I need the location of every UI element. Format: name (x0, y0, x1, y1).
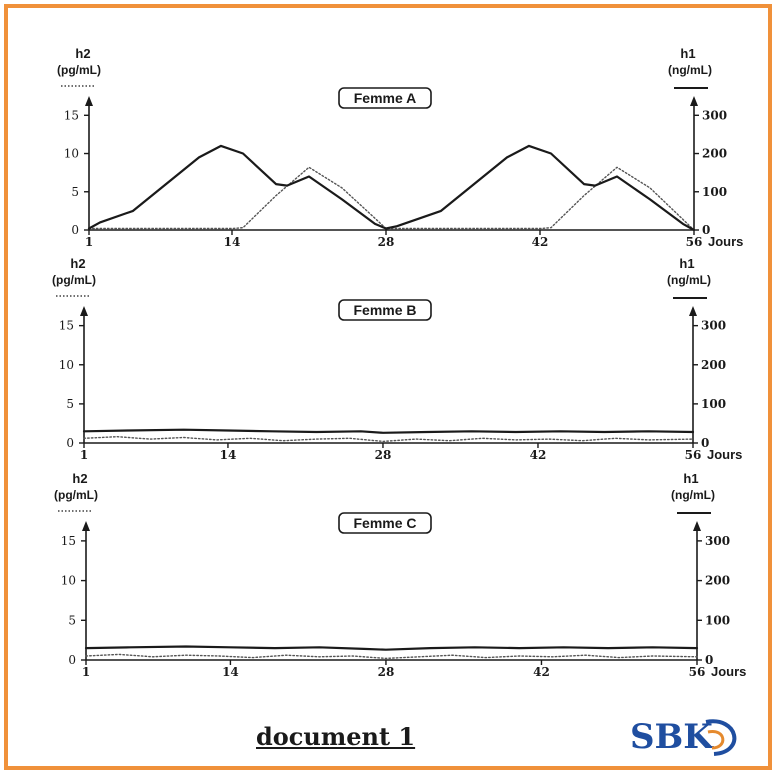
left-tick-label-2-0: 0 (66, 436, 74, 450)
right-tick-label-3-1: 100 (705, 613, 730, 627)
left-tick-label-2-1: 5 (66, 397, 74, 411)
x-tick-label-3-3: 42 (533, 665, 550, 679)
left-axis-label-unit-1: (pg/mL) (57, 63, 101, 77)
x-tick-label-3-1: 14 (222, 665, 239, 679)
x-tick-label-2-1: 14 (220, 448, 237, 462)
left-axis-label-unit-2: (pg/mL) (52, 273, 96, 287)
panel-title-box-1 (338, 87, 432, 109)
left-axis-arrow-3 (82, 521, 90, 531)
series-dotted-line-3 (85, 653, 698, 660)
right-tick-label-2-2: 200 (701, 358, 726, 372)
left-axis-arrow-2 (80, 306, 88, 316)
right-axis-arrow-1 (690, 96, 698, 106)
panel-title-box-2 (338, 299, 432, 321)
x-tick-label-2-4: 56 (685, 448, 702, 462)
panel-title-2: Femme B (353, 302, 416, 318)
left-axis-label-unit-3: (pg/mL) (54, 488, 98, 502)
right-tick-label-1-0: 0 (702, 223, 710, 237)
x-tick-label-2-2: 28 (375, 448, 392, 462)
x-tick-label-1-4: 56 (686, 235, 703, 249)
left-axis-label-name-3: h2 (72, 471, 87, 486)
x-axis-unit-2: Jours (707, 447, 742, 462)
x-tick-label-3-4: 56 (689, 665, 706, 679)
right-tick-label-3-2: 200 (705, 574, 730, 588)
x-tick-label-2-0: 1 (80, 448, 88, 462)
x-tick-label-3-0: 1 (82, 665, 90, 679)
panel-title-1: Femme A (354, 90, 417, 106)
right-tick-label-1-2: 200 (702, 147, 727, 161)
x-axis-unit-1: Jours (708, 234, 743, 249)
document-frame (4, 4, 772, 770)
series-dotted-line-1 (88, 166, 695, 231)
x-tick-label-1-0: 1 (85, 235, 93, 249)
left-tick-label-2-3: 15 (59, 319, 74, 333)
right-tick-label-3-3: 300 (705, 534, 730, 548)
series-solid-line-1 (87, 144, 696, 232)
right-tick-label-3-0: 0 (705, 653, 713, 667)
left-tick-label-1-1: 5 (71, 185, 79, 199)
left-axis-label-name-2: h2 (70, 256, 85, 271)
x-tick-label-1-1: 14 (224, 235, 241, 249)
x-tick-label-1-3: 42 (532, 235, 549, 249)
left-axis-arrow-1 (85, 96, 93, 106)
x-tick-label-2-3: 42 (530, 448, 547, 462)
right-tick-label-2-3: 300 (701, 319, 726, 333)
right-axis-label-name-1: h1 (680, 46, 695, 61)
x-axis-unit-3: Jours (711, 664, 746, 679)
panel-title-3: Femme C (353, 515, 416, 531)
left-tick-label-1-3: 15 (64, 108, 79, 122)
right-tick-label-2-1: 100 (701, 397, 726, 411)
right-axis-label-unit-1: (ng/mL) (668, 63, 712, 77)
left-tick-label-3-1: 5 (68, 613, 76, 627)
series-solid-line-2 (82, 428, 695, 434)
svg-text:SBK: SBK (630, 717, 714, 757)
left-tick-label-1-0: 0 (71, 223, 79, 237)
document-title: document 1 (256, 722, 416, 751)
left-axis-label-name-1: h2 (75, 46, 90, 61)
right-tick-label-2-0: 0 (701, 436, 709, 450)
right-axis-arrow-2 (689, 306, 697, 316)
left-tick-label-3-0: 0 (68, 653, 76, 667)
right-axis-label-name-2: h1 (679, 256, 694, 271)
right-tick-label-1-1: 100 (702, 185, 727, 199)
right-tick-label-1-3: 300 (702, 108, 727, 122)
x-tick-label-3-2: 28 (378, 665, 395, 679)
left-tick-label-2-2: 10 (59, 358, 74, 372)
right-axis-label-unit-2: (ng/mL) (667, 273, 711, 287)
series-dotted-line-2 (83, 436, 694, 443)
right-axis-label-name-3: h1 (683, 471, 698, 486)
left-tick-label-1-2: 10 (64, 147, 79, 161)
sbk-logo: SBK (630, 717, 737, 757)
series-solid-line-3 (84, 645, 699, 651)
right-axis-arrow-3 (693, 521, 701, 531)
right-axis-label-unit-3: (ng/mL) (671, 488, 715, 502)
left-tick-label-3-3: 15 (61, 534, 76, 548)
x-tick-label-1-2: 28 (378, 235, 395, 249)
panel-title-box-3 (338, 512, 432, 534)
left-tick-label-3-2: 10 (61, 574, 76, 588)
